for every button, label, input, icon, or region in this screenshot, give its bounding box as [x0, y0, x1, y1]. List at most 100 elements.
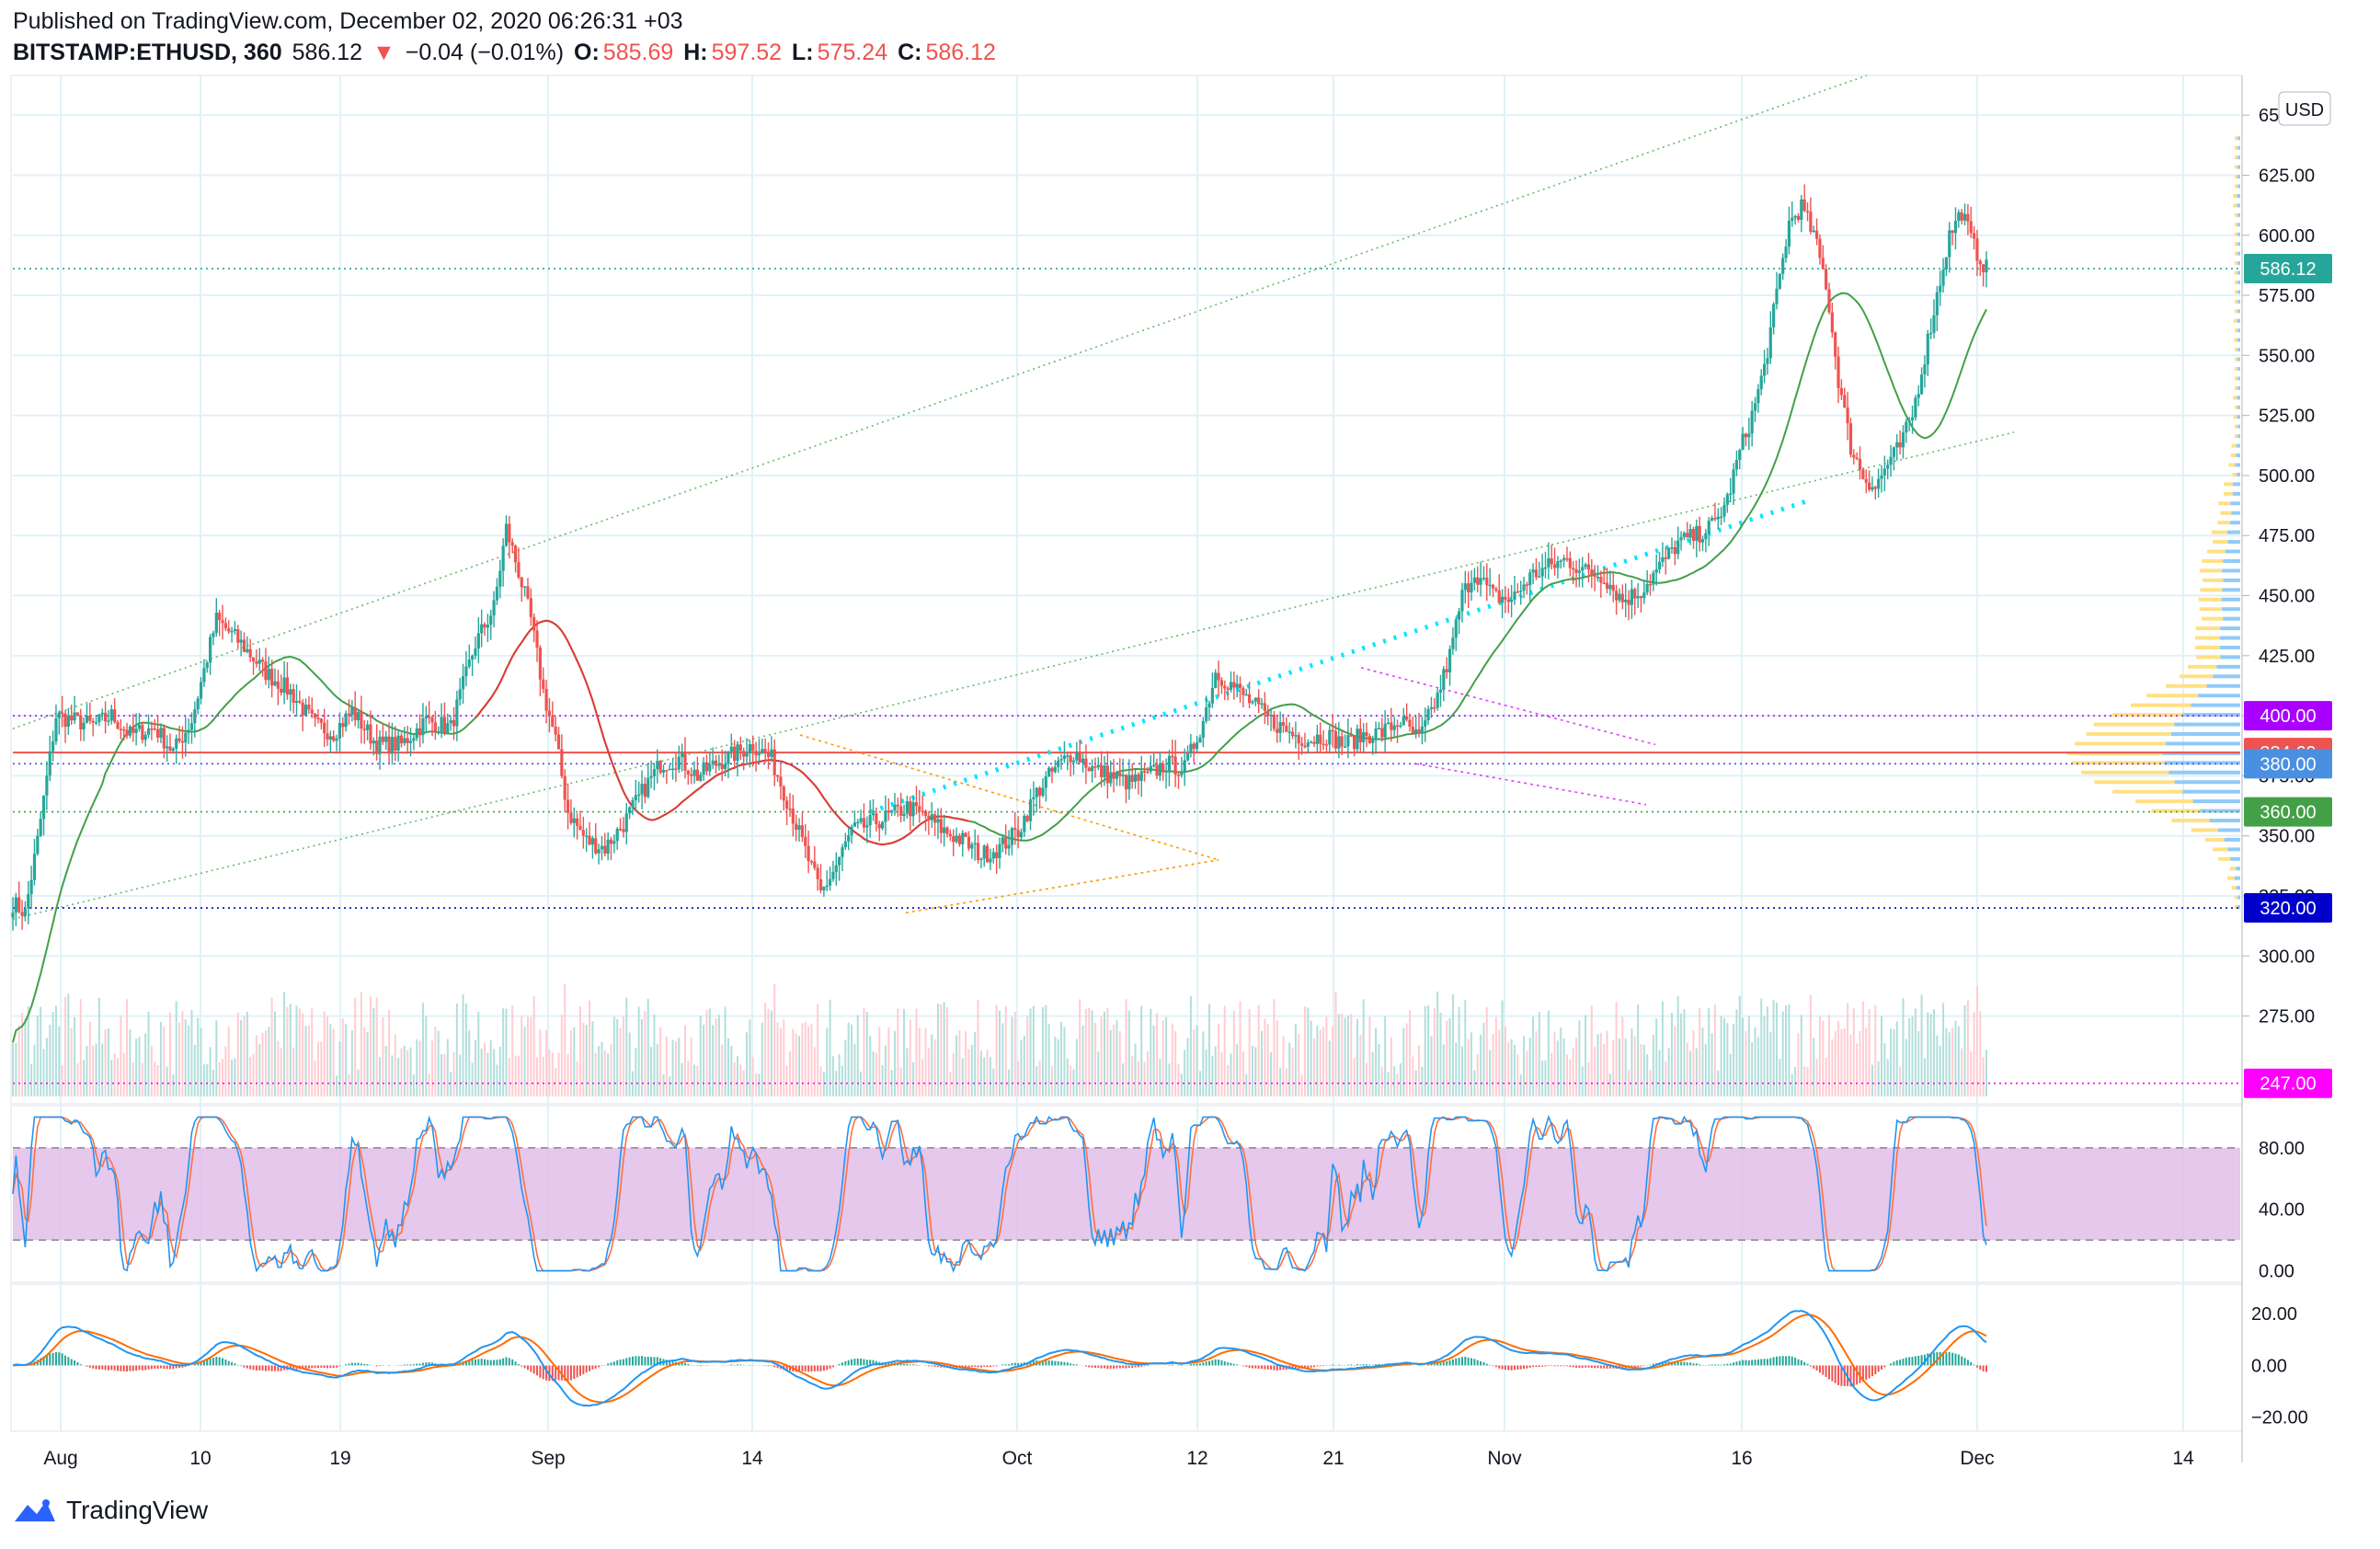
candle-body	[366, 724, 370, 730]
macd-histogram-bar	[86, 1365, 88, 1367]
volume-bar	[1936, 1035, 1939, 1096]
volume-bar	[1387, 1072, 1390, 1096]
volume-profile-bar	[2237, 184, 2240, 189]
volume-bar	[1093, 1022, 1096, 1096]
candle-body	[418, 728, 422, 736]
volume-bar	[200, 1027, 202, 1096]
candle-body	[289, 689, 292, 695]
volume-profile-bar	[2081, 770, 2169, 774]
volume-bar	[514, 1055, 517, 1096]
volume-bar	[1011, 1016, 1013, 1096]
volume-bar	[58, 1026, 61, 1096]
candle-body	[831, 871, 835, 879]
footer-brand[interactable]: TradingView	[13, 1496, 208, 1525]
currency-button[interactable]: USD	[2278, 91, 2331, 126]
macd-histogram-bar	[536, 1365, 539, 1376]
volume-profile-bar	[2237, 895, 2240, 900]
volume-bar	[1760, 998, 1763, 1096]
macd-histogram-bar	[1313, 1365, 1316, 1368]
macd-histogram-bar	[1075, 1364, 1078, 1366]
candle-body	[1839, 387, 1844, 396]
candle-body	[103, 712, 108, 722]
candle-body	[517, 562, 521, 578]
macd-histogram-bar	[1939, 1351, 1941, 1366]
macd-histogram-bar	[1088, 1365, 1091, 1368]
macd-histogram-bar	[1772, 1357, 1775, 1366]
volume-bar	[1017, 1061, 1020, 1096]
candle-body	[406, 738, 409, 743]
volume-bar	[578, 1006, 581, 1096]
candle-body	[1781, 258, 1785, 274]
macd-histogram-bar	[400, 1364, 403, 1366]
macd-histogram-bar	[181, 1365, 184, 1368]
macd-histogram-bar	[289, 1365, 292, 1370]
candle-body	[1358, 729, 1362, 742]
volume-bar	[517, 1055, 520, 1096]
volume-bar	[372, 1007, 375, 1096]
volume-bar	[526, 1016, 529, 1096]
macd-histogram-bar	[1125, 1365, 1127, 1369]
volume-bar	[798, 1036, 801, 1096]
macd-histogram-bar	[188, 1365, 190, 1367]
macd-histogram-bar	[277, 1365, 280, 1371]
candle-body	[736, 744, 739, 762]
macd-histogram-bar	[110, 1365, 113, 1371]
macd-histogram-bar	[243, 1365, 246, 1368]
candle-body	[1556, 561, 1560, 568]
macd-histogram-bar	[1251, 1365, 1253, 1369]
candle-body	[1778, 273, 1781, 289]
candle-body	[761, 749, 764, 754]
candle-body	[199, 682, 203, 699]
macd-histogram-bar	[1482, 1362, 1485, 1366]
candle-body	[1812, 230, 1815, 233]
macd-histogram-bar	[1528, 1365, 1531, 1368]
candle-body	[1791, 217, 1794, 221]
macd-histogram-bar	[514, 1361, 517, 1366]
volume-profile-bar	[2223, 558, 2240, 563]
candle-body	[1371, 740, 1375, 743]
candle-body	[1238, 683, 1242, 689]
volume-profile-bar	[2206, 683, 2240, 688]
candle-body	[914, 802, 919, 807]
volume-profile-bar	[2220, 655, 2240, 660]
macd-histogram-bar	[1661, 1361, 1664, 1366]
volume-profile-bar	[2192, 799, 2240, 804]
candle-body	[1167, 755, 1172, 772]
macd-histogram-bar	[585, 1365, 588, 1373]
volume-bar	[1276, 1020, 1278, 1096]
macd-histogram-bar	[1448, 1360, 1451, 1366]
volume-profile-bar	[2235, 463, 2240, 467]
volume-bar	[1220, 1051, 1223, 1096]
macd-histogram-bar	[425, 1362, 428, 1366]
candle-body	[1214, 672, 1218, 688]
volume-bar	[209, 1047, 212, 1096]
macd-histogram-bar	[1371, 1364, 1374, 1366]
macd-histogram-bar	[931, 1365, 933, 1367]
candle-body	[1069, 755, 1072, 763]
volume-bar	[27, 1005, 29, 1096]
candle-body	[936, 819, 940, 823]
volume-bar	[872, 1051, 875, 1096]
volume-bar	[1171, 1023, 1173, 1096]
candle-body	[1975, 238, 1979, 261]
macd-histogram-bar	[1266, 1365, 1269, 1370]
candle-body	[280, 688, 283, 693]
candle-body	[303, 705, 308, 716]
macd-histogram-bar	[1594, 1365, 1596, 1369]
candle-body	[807, 845, 810, 862]
candle-body	[218, 613, 222, 621]
candle-body	[1855, 457, 1859, 459]
macd-histogram-bar	[1902, 1359, 1905, 1366]
macd-histogram-bar	[240, 1365, 243, 1367]
candle-body	[177, 738, 181, 741]
candle-body	[66, 715, 70, 728]
candle-body	[1109, 772, 1113, 784]
candle-body	[1226, 688, 1230, 691]
volume-bar	[659, 1027, 662, 1096]
channel-upper-line	[12, 75, 1868, 729]
macd-histogram-bar	[517, 1363, 520, 1366]
volume-bar	[705, 1010, 708, 1096]
volume-bar	[601, 1041, 603, 1096]
candle-body	[1171, 755, 1174, 758]
